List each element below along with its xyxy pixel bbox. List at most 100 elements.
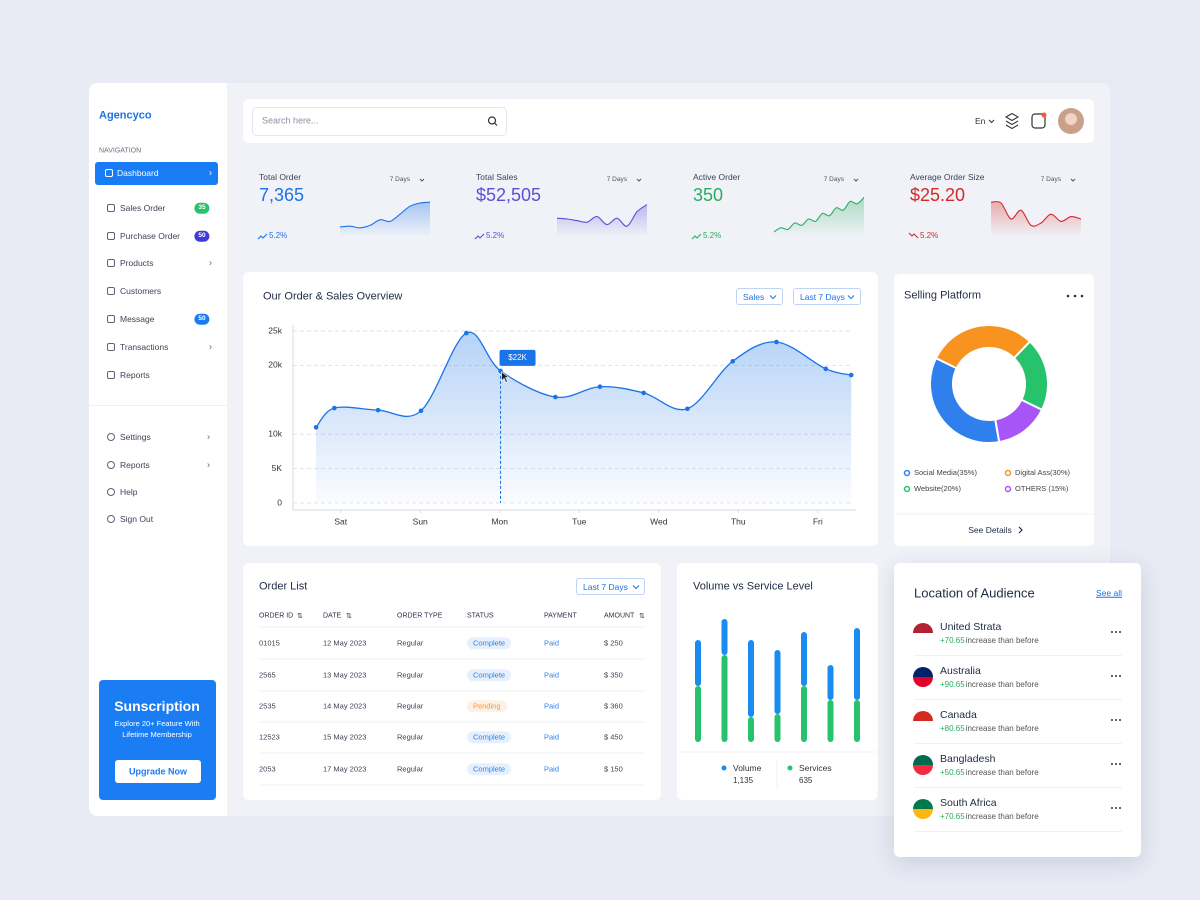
change-note: increase than before [965, 768, 1039, 777]
menu-item[interactable]: Message [120, 313, 155, 324]
chevron: › [207, 459, 210, 470]
table-cell: 2565 [259, 670, 276, 680]
country-name: United Strata [940, 620, 1002, 633]
stat-period[interactable]: 7 Days [606, 175, 627, 183]
table-cell: Paid [544, 701, 560, 711]
menu-dot[interactable] [1118, 719, 1122, 722]
menu-dot[interactable] [1118, 631, 1122, 634]
table-cell: $ 450 [604, 732, 623, 742]
menu-item[interactable]: Products [120, 257, 154, 268]
menu-dot[interactable] [1114, 763, 1118, 766]
chevron: › [209, 167, 212, 178]
menu-dot[interactable] [1110, 631, 1114, 634]
menu-dot[interactable] [1110, 719, 1114, 722]
change-value: +50.65 [940, 768, 965, 777]
menu-dot[interactable] [1110, 675, 1114, 678]
overview-card [243, 272, 878, 546]
stat-label: Total Sales [476, 171, 518, 182]
menu-item[interactable]: Settings [120, 431, 151, 442]
filter-button[interactable] [736, 288, 783, 305]
item-rule [914, 655, 1122, 656]
audience-title: Location of Audience [914, 585, 1035, 601]
menu-item[interactable]: Reports [120, 459, 150, 470]
change-note: increase than before [965, 680, 1039, 689]
table-cell: Regular [397, 638, 424, 648]
chevron: › [209, 341, 212, 352]
table-cell: $ 360 [604, 701, 623, 711]
item-rule [914, 743, 1122, 744]
table-cell: $ 150 [604, 764, 623, 774]
menu-dot[interactable] [1110, 807, 1114, 810]
column-header: DATE [323, 612, 342, 620]
filter-label[interactable]: Sales [743, 291, 765, 302]
menu-item[interactable]: Purchase Order [120, 230, 180, 241]
promo-text: Explore 20+ Feature With Lifetime Member… [114, 719, 200, 739]
stat-period[interactable]: 7 Days [1040, 175, 1061, 183]
stat-period[interactable]: 7 Days [823, 175, 844, 183]
menu-item[interactable]: Transactions [120, 341, 169, 352]
filter-label[interactable]: Last 7 Days [800, 291, 845, 302]
upgrade-button[interactable] [115, 760, 201, 783]
menu-icon [107, 315, 115, 323]
menu-icon [105, 169, 113, 177]
menu-icon [107, 287, 115, 295]
menu-icon [107, 488, 115, 496]
menu-dot[interactable] [1114, 631, 1118, 634]
stat-period[interactable]: 7 Days [389, 175, 410, 183]
platform-card [894, 274, 1094, 546]
column-header: ORDER ID [259, 612, 294, 620]
volume-card [677, 563, 878, 800]
menu-dot[interactable] [1118, 763, 1122, 766]
menu-active-bg[interactable] [95, 162, 218, 185]
promo-title: Sunscription [114, 698, 200, 714]
see-details[interactable]: See Details [968, 524, 1012, 535]
menu-dot[interactable] [1118, 675, 1122, 678]
column-header: STATUS [467, 612, 494, 620]
platform-title: Selling Platform [904, 289, 982, 302]
menu-icon [107, 433, 115, 441]
badge: 35 [194, 202, 210, 214]
table-cell: 12523 [259, 732, 280, 742]
menu-dot[interactable] [1118, 807, 1122, 810]
menu-item[interactable]: Dashboard [117, 167, 159, 178]
filter-button[interactable] [793, 288, 861, 305]
search-placeholder[interactable]: Search here... [262, 115, 319, 126]
filter-label[interactable]: Last 7 Days [583, 581, 628, 592]
table-cell: Regular [397, 732, 424, 742]
stat-change: 5.2% [486, 231, 505, 240]
menu-dot[interactable] [1110, 763, 1114, 766]
search-box[interactable] [252, 107, 507, 136]
menu-dot[interactable] [1114, 719, 1118, 722]
language[interactable]: En [975, 115, 986, 126]
badge: 50 [194, 230, 210, 242]
filter-button[interactable] [576, 578, 645, 595]
menu-icon [107, 259, 115, 267]
overview-title: Our Order & Sales Overview [263, 290, 403, 303]
status-pill: Complete [467, 763, 512, 775]
menu-icon [107, 232, 115, 240]
menu-dot[interactable] [1114, 675, 1118, 678]
change-value: +90.65 [940, 680, 965, 689]
order-title: Order List [259, 580, 308, 593]
menu-icon [107, 371, 115, 379]
menu-dot[interactable] [1114, 807, 1118, 810]
menu-item[interactable]: Customers [120, 285, 162, 296]
change-value: +70.65 [940, 812, 965, 821]
status-pill: Complete [467, 637, 512, 649]
table-cell: Paid [544, 670, 560, 680]
menu-item[interactable]: Reports [120, 369, 150, 380]
see-all[interactable]: See all [1096, 587, 1122, 598]
change-note: increase than before [965, 636, 1039, 645]
country-name: South Africa [940, 796, 997, 809]
menu-item[interactable]: Help [120, 486, 138, 497]
volume-title: Volume vs Service Level [693, 580, 813, 593]
brand: Agencyco [99, 109, 152, 122]
menu-item[interactable]: Sales Order [120, 202, 166, 213]
table-cell: Regular [397, 764, 424, 774]
upgrade-label[interactable]: Upgrade Now [128, 766, 188, 777]
table-cell: 12 May 2023 [323, 638, 367, 648]
menu-item[interactable]: Sign Out [120, 513, 154, 524]
status-pill: Pending [467, 700, 507, 712]
change-value: +80.65 [940, 724, 965, 733]
